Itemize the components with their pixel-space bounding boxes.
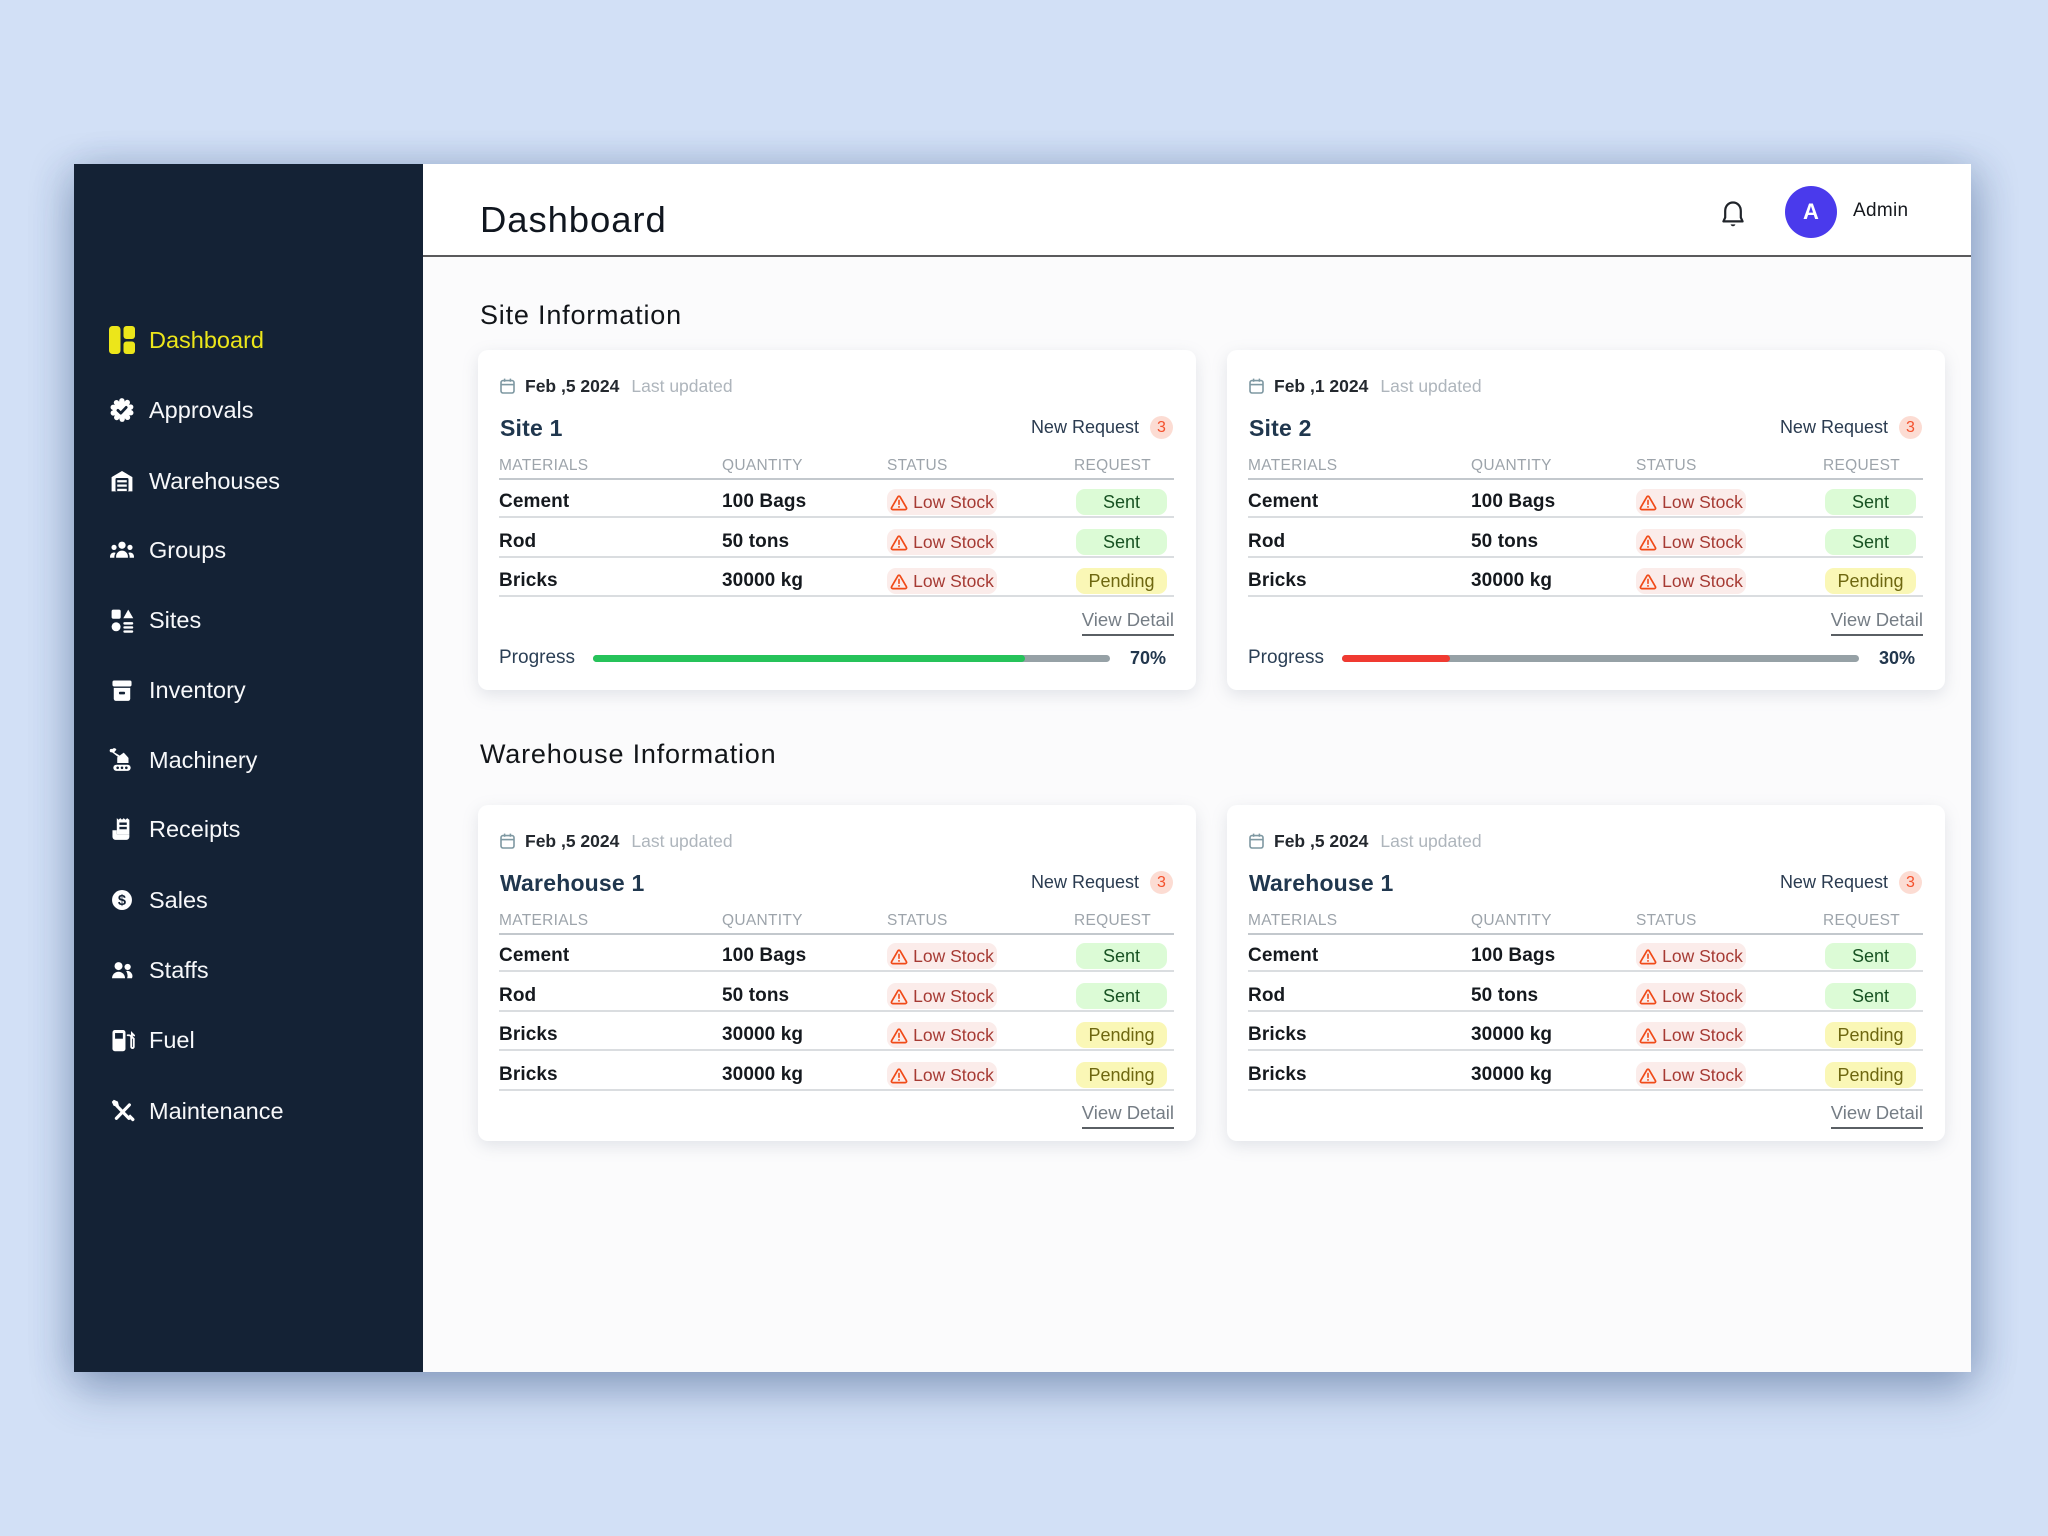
svg-text:$: $ [118,893,126,909]
